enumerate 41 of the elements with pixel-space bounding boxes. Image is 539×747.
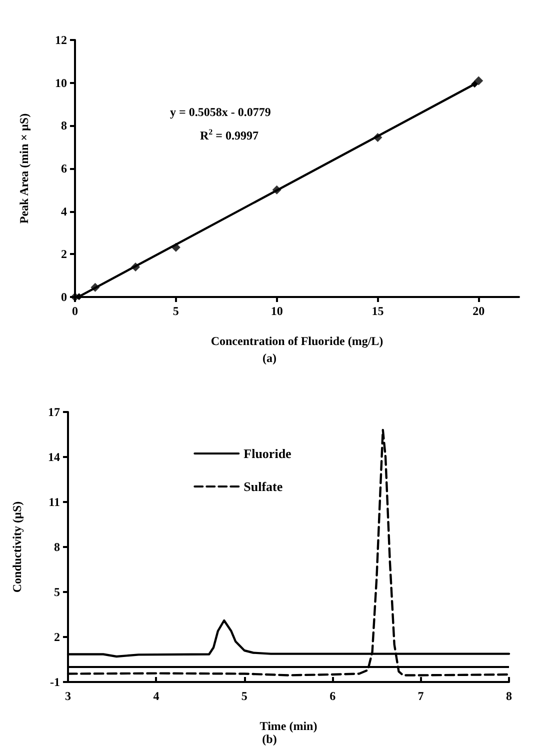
y-tick-label: 17 (48, 405, 60, 419)
y-tick-label: 6 (61, 162, 67, 176)
x-axis-title: Concentration of Fluoride (mg/L) (210, 334, 384, 348)
point (90, 282, 100, 292)
x-tick-label: 7 (418, 689, 424, 703)
x-tick-label: 0 (72, 304, 78, 318)
y-tick-label: 10 (55, 76, 67, 90)
y-tick-label: 12 (55, 33, 67, 47)
y-axis-title: Peak Area (min × µS) (17, 113, 31, 224)
point (373, 132, 382, 142)
x-tick-label: 5 (172, 304, 179, 318)
x-tick-label: 3 (65, 689, 71, 703)
point (272, 185, 282, 194)
y-axis-title: Conductivity (µS) (10, 501, 24, 593)
annotation: y = 0.5058x - 0.0779 (170, 105, 271, 119)
x-tick-label: 15 (372, 304, 384, 318)
y-tick-label: 8 (54, 540, 60, 554)
y-tick-label: 14 (48, 450, 60, 464)
x-tick-label: 5 (241, 689, 248, 703)
x-tick-label: 10 (270, 304, 283, 318)
point (171, 242, 180, 252)
point (471, 80, 478, 88)
x-axis-title: Time (min) (260, 719, 318, 733)
y-tick-label: 5 (54, 585, 60, 599)
y-tick-label: 8 (61, 118, 67, 133)
x-tick-label: 20 (472, 304, 485, 318)
legend-label: Fluoride (244, 446, 292, 461)
y-tick-label: -1 (50, 675, 60, 689)
y-tick-label: 4 (61, 204, 67, 218)
y-tick-label: 2 (54, 630, 60, 644)
x-tick-label: 6 (330, 689, 336, 703)
point (474, 76, 484, 86)
legend-label: Sulfate (244, 479, 283, 494)
x-tick-label: 4 (153, 689, 160, 703)
y-tick-label: 2 (61, 247, 67, 262)
point (131, 262, 140, 272)
y-tick-label: 11 (48, 495, 60, 509)
y-tick-label: 0 (61, 290, 67, 304)
text: (a) (262, 351, 277, 365)
text: (b) (262, 732, 277, 746)
x-tick-label: 8 (506, 689, 512, 703)
